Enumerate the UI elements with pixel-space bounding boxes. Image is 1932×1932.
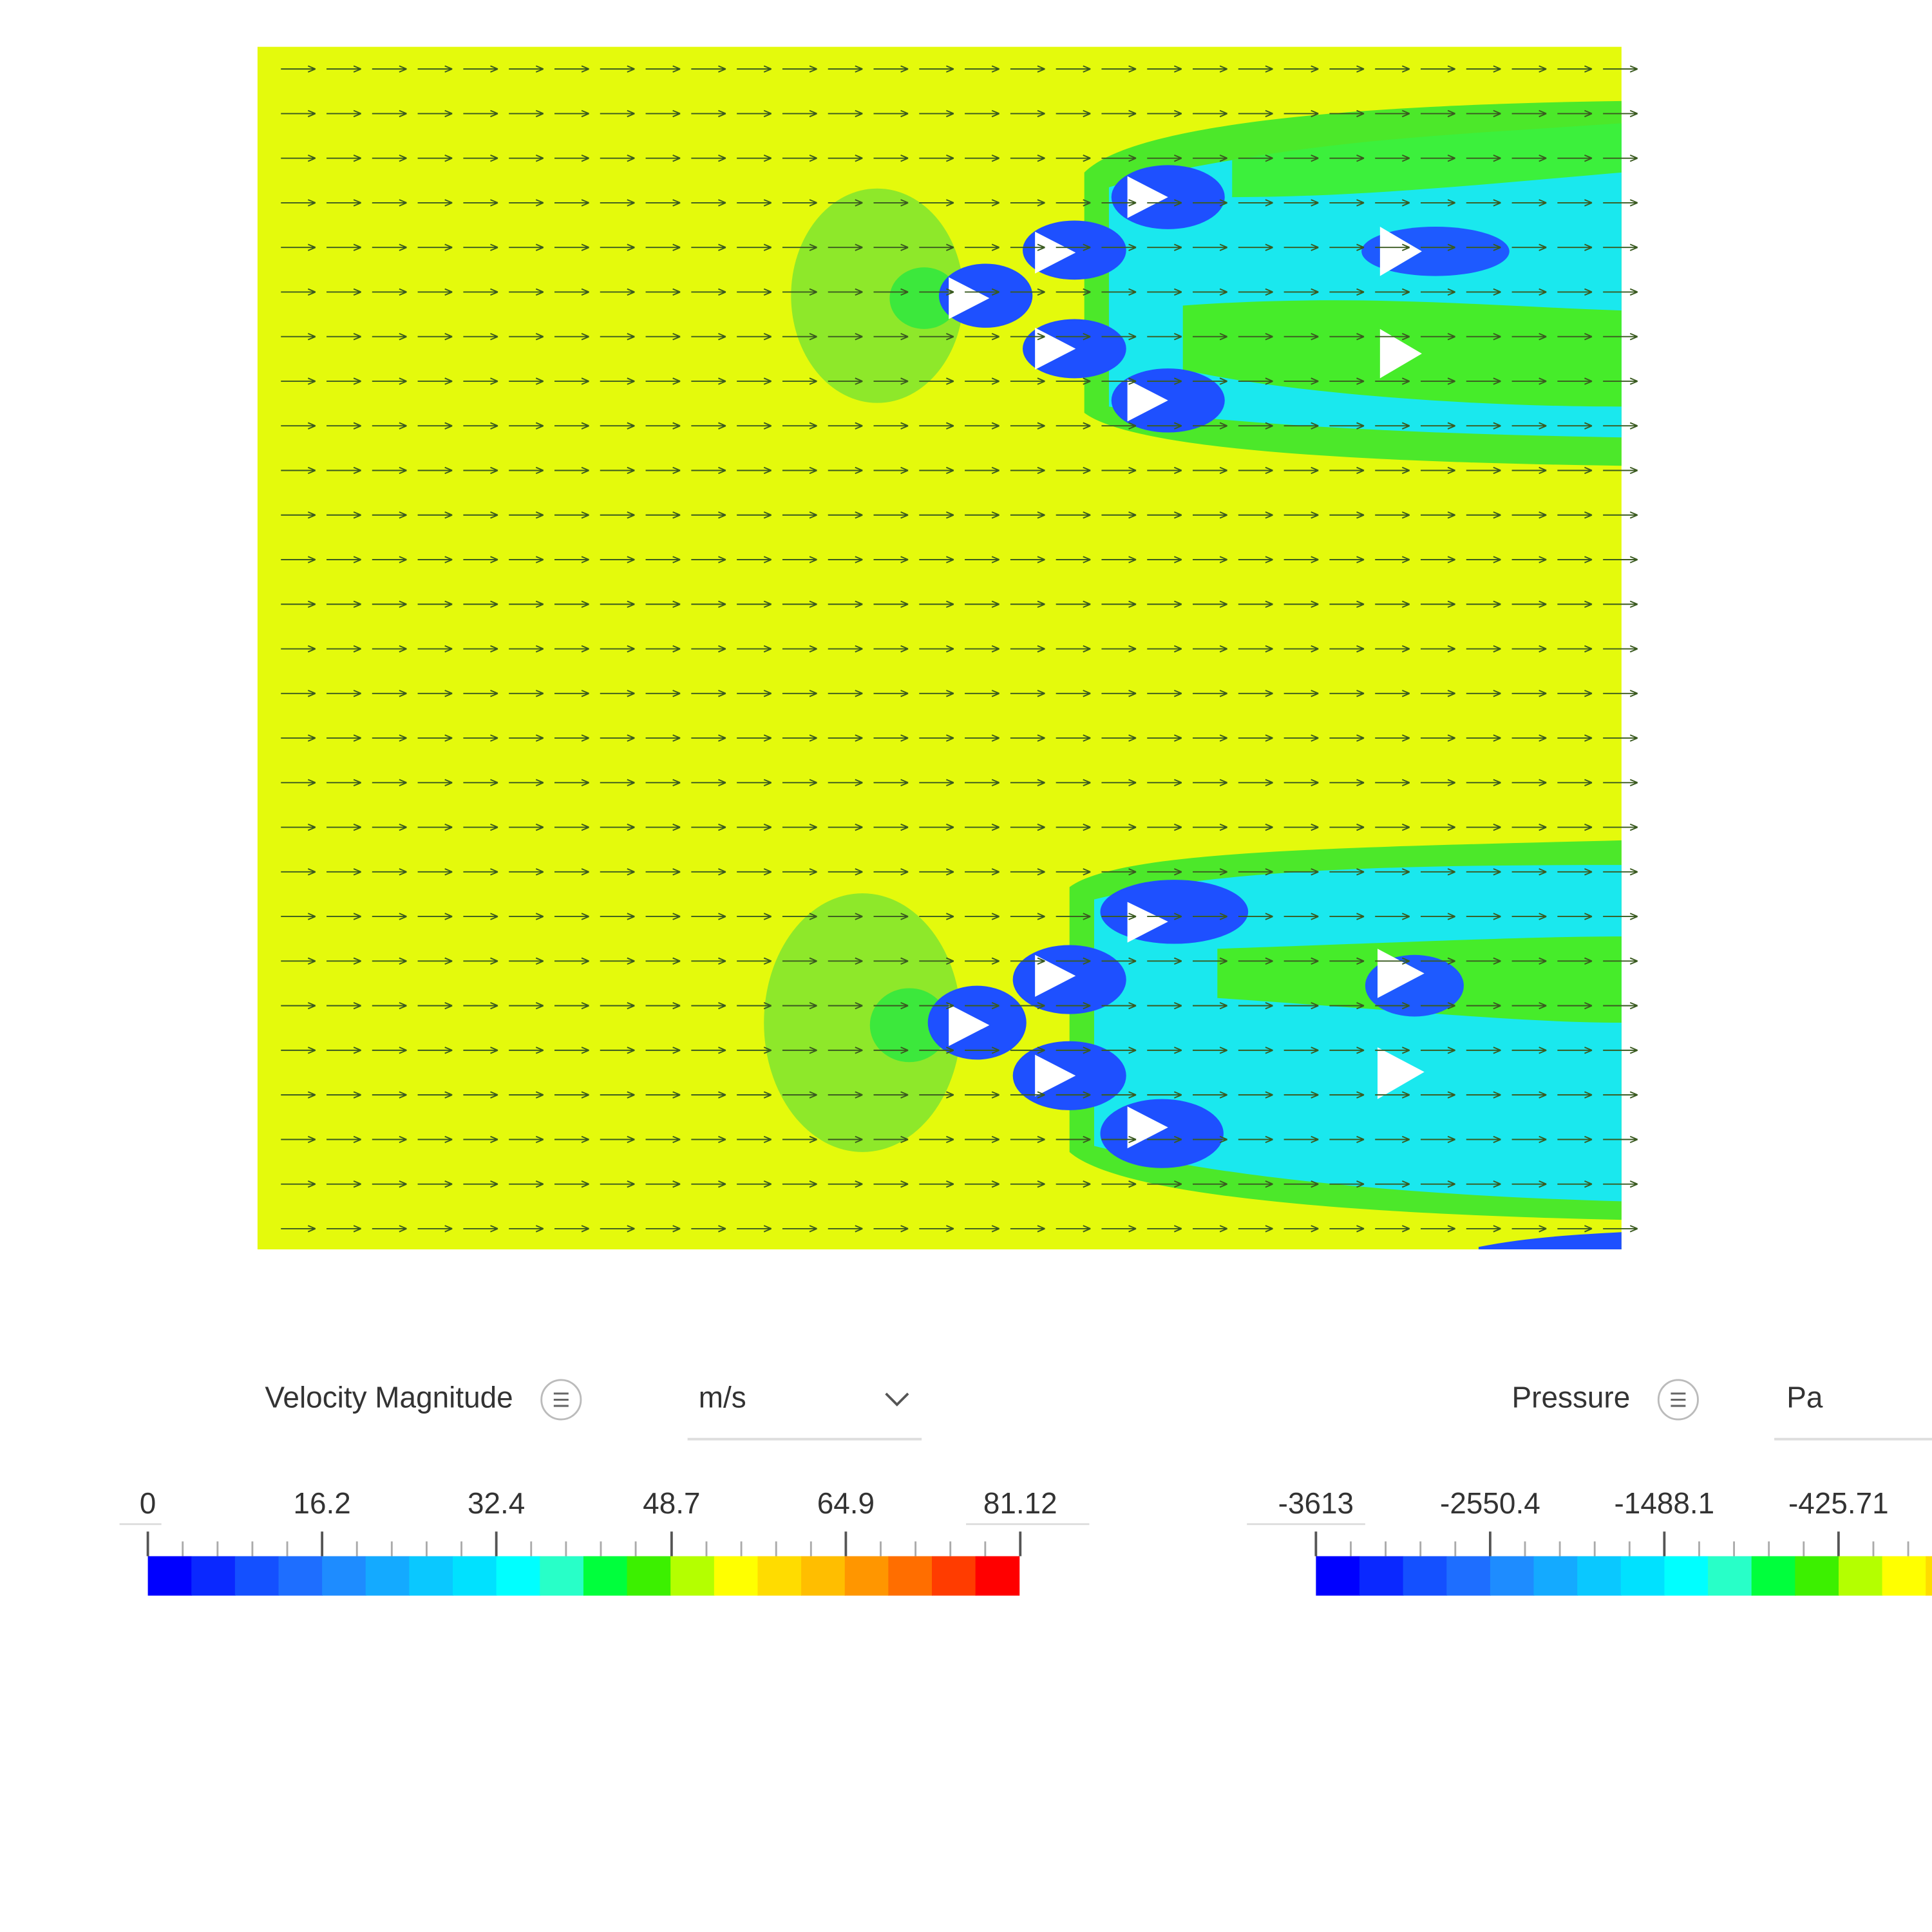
color-swatch (714, 1556, 759, 1596)
vortex (1100, 1099, 1224, 1168)
body (1378, 1047, 1425, 1099)
color-swatch (1533, 1556, 1578, 1596)
color-swatch (1708, 1556, 1752, 1596)
body (1379, 328, 1422, 379)
color-swatch (234, 1556, 279, 1596)
color-swatch (1882, 1556, 1927, 1596)
lower-wake (764, 840, 1622, 1220)
body (1035, 1054, 1076, 1097)
menu-button[interactable] (540, 1379, 582, 1421)
tick-label: 48.7 (643, 1486, 700, 1520)
tick-label: 32.4 (468, 1486, 525, 1520)
vortex (1111, 368, 1225, 433)
color-swatch (191, 1556, 236, 1596)
halo (791, 188, 964, 403)
color-swatch (1577, 1556, 1622, 1596)
body (1127, 176, 1168, 218)
unit-label: m/s (699, 1381, 746, 1414)
color-swatch (322, 1556, 366, 1596)
tick-label: 0 (140, 1486, 156, 1520)
legend: Pressure Pa -3613 -2550.4 -1488.1 -425.71 (1247, 1379, 1932, 1596)
body (1035, 954, 1076, 997)
color-swatch (932, 1556, 976, 1596)
halo (764, 893, 961, 1152)
unit-dropdown[interactable]: Pa (1774, 1381, 1932, 1441)
color-swatch (583, 1556, 628, 1596)
menu-icon (553, 1392, 569, 1407)
tick-label: -1488.1 (1615, 1486, 1715, 1520)
body (949, 277, 990, 319)
color-swatch (1926, 1556, 1932, 1596)
legend-title: Velocity Magnitude (265, 1381, 513, 1414)
body (1127, 379, 1168, 422)
color-swatch (1620, 1556, 1665, 1596)
color-swatch (1838, 1556, 1883, 1596)
color-swatch (975, 1556, 1020, 1596)
wake-band (1232, 123, 1622, 198)
color-swatch (1316, 1556, 1360, 1596)
color-swatch (278, 1556, 323, 1596)
unit-dropdown[interactable]: m/s (687, 1381, 922, 1441)
color-swatch (365, 1556, 410, 1596)
tick-label: -3613 (1278, 1486, 1354, 1520)
edge-region (1478, 1232, 1622, 1250)
color-swatch (540, 1556, 584, 1596)
menu-icon (1671, 1392, 1686, 1407)
color-swatch (757, 1556, 802, 1596)
color-swatch (1490, 1556, 1535, 1596)
body (1127, 1106, 1168, 1149)
color-swatch (496, 1556, 541, 1596)
legends: Velocity Magnitude m/s 0 16.2 32.4 48.7 64.9 81… (119, 1379, 1932, 1596)
flow-field (257, 46, 1638, 1250)
color-swatch (627, 1556, 672, 1596)
halo (889, 267, 959, 329)
color-swatch (147, 1556, 193, 1596)
halo (869, 988, 949, 1063)
color-swatch (801, 1556, 846, 1596)
body (949, 1004, 990, 1046)
menu-button[interactable] (1657, 1379, 1699, 1421)
tick-label: -425.71 (1788, 1486, 1889, 1520)
body (1035, 231, 1076, 274)
tick-label: 16.2 (293, 1486, 350, 1520)
tick-label: 64.9 (817, 1486, 875, 1520)
color-swatch (1751, 1556, 1796, 1596)
color-swatch (1403, 1556, 1448, 1596)
color-swatch (888, 1556, 933, 1596)
legend-title: Pressure (1512, 1381, 1631, 1414)
vortex (1100, 880, 1249, 944)
color-swatch (670, 1556, 715, 1596)
unit-label: Pa (1786, 1381, 1823, 1414)
color-swatch (1446, 1556, 1491, 1596)
color-swatch (1359, 1556, 1404, 1596)
color-swatch (409, 1556, 453, 1596)
color-swatch (1795, 1556, 1839, 1596)
body (1127, 902, 1168, 943)
legend: Velocity Magnitude m/s 0 16.2 32.4 48.7 64.9 81… (119, 1379, 1090, 1596)
color-swatch (844, 1556, 889, 1596)
flow-arrows (281, 65, 1638, 1233)
color-swatch (453, 1556, 497, 1596)
tick-label: -2550.4 (1440, 1486, 1540, 1520)
tick-label: 81.12 (983, 1486, 1057, 1520)
upper-wake (791, 100, 1622, 466)
color-swatch (1664, 1556, 1709, 1596)
dropdown-chevron (885, 1392, 909, 1406)
body (1035, 327, 1076, 370)
body (1379, 227, 1422, 276)
vortex (1012, 945, 1126, 1014)
